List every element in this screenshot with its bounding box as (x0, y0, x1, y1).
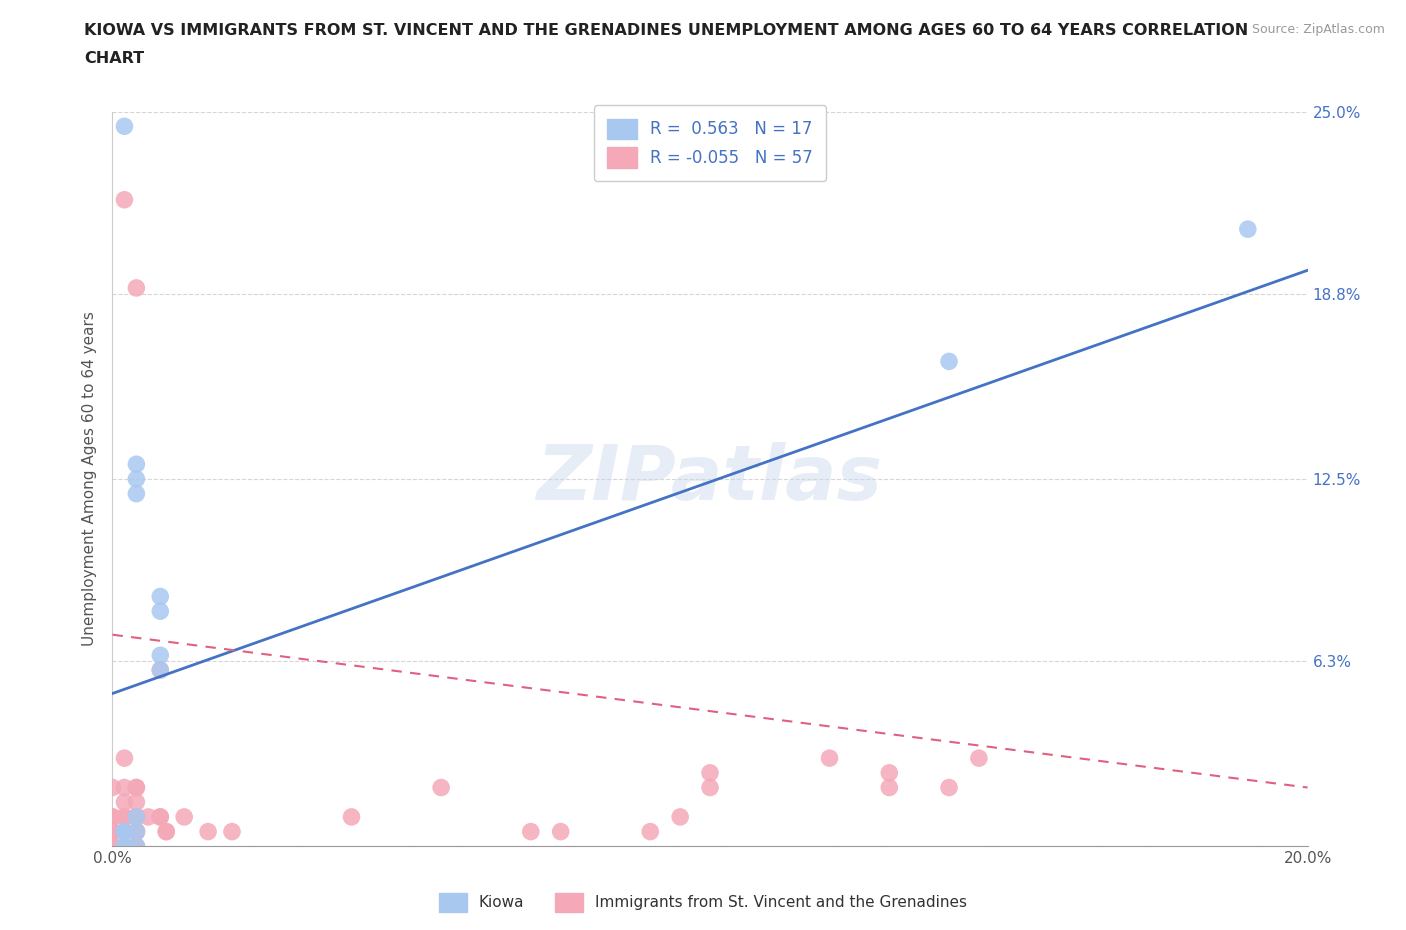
Point (125, 780, 148, 795)
Point (149, 809, 172, 824)
Point (699, 780, 721, 795)
Point (520, 824, 543, 839)
Point (149, 589, 172, 604)
Point (125, 824, 148, 839)
Point (114, 839, 135, 854)
Point (149, 662, 172, 677)
Point (221, 824, 243, 839)
Point (155, 824, 177, 839)
Point (114, 839, 135, 854)
Point (967, 751, 990, 765)
Y-axis label: Unemployment Among Ages 60 to 64 years: Unemployment Among Ages 60 to 64 years (82, 312, 97, 646)
Point (125, 795, 148, 810)
Point (114, 119, 135, 134)
Point (114, 824, 135, 839)
Point (125, 839, 148, 854)
Point (149, 809, 172, 824)
Point (699, 765, 721, 780)
Point (125, 824, 148, 839)
Point (640, 824, 662, 839)
Legend: Kiowa, Immigrants from St. Vincent and the Grenadines: Kiowa, Immigrants from St. Vincent and t… (433, 887, 973, 918)
Text: CHART: CHART (84, 51, 145, 66)
Point (114, 795, 135, 810)
Point (818, 751, 841, 765)
Point (114, 824, 135, 839)
Point (114, 839, 135, 854)
Point (879, 780, 901, 795)
Point (125, 824, 148, 839)
Text: KIOWA VS IMMIGRANTS FROM ST. VINCENT AND THE GRENADINES UNEMPLOYMENT AMONG AGES : KIOWA VS IMMIGRANTS FROM ST. VINCENT AND… (84, 23, 1249, 38)
Point (430, 780, 453, 795)
Point (114, 751, 135, 765)
Point (101, 824, 124, 839)
Point (125, 824, 148, 839)
Point (125, 281, 148, 296)
Point (125, 839, 148, 854)
Point (114, 809, 135, 824)
Point (938, 780, 960, 795)
Point (114, 824, 135, 839)
Point (550, 824, 572, 839)
Point (114, 809, 135, 824)
Point (114, 839, 135, 854)
Point (101, 839, 124, 854)
Point (149, 662, 172, 677)
Point (155, 824, 177, 839)
Point (125, 809, 148, 824)
Point (125, 486, 148, 501)
Point (125, 780, 148, 795)
Point (101, 839, 124, 854)
Point (197, 824, 219, 839)
Point (114, 824, 135, 839)
Point (340, 809, 363, 824)
Text: Source: ZipAtlas.com: Source: ZipAtlas.com (1251, 23, 1385, 36)
Point (125, 809, 148, 824)
Point (114, 839, 135, 854)
Point (938, 354, 960, 369)
Point (173, 809, 195, 824)
Point (114, 824, 135, 839)
Point (149, 604, 172, 618)
Point (114, 780, 135, 795)
Point (669, 809, 692, 824)
Text: ZIPatlas: ZIPatlas (537, 442, 883, 516)
Point (101, 839, 124, 854)
Point (138, 809, 160, 824)
Point (125, 809, 148, 824)
Point (125, 839, 148, 854)
Point (125, 824, 148, 839)
Point (101, 824, 124, 839)
Point (101, 824, 124, 839)
Point (879, 765, 901, 780)
Point (125, 472, 148, 486)
Legend: R =  0.563   N = 17, R = -0.055   N = 57: R = 0.563 N = 17, R = -0.055 N = 57 (593, 105, 827, 181)
Point (149, 648, 172, 663)
Point (101, 780, 124, 795)
Point (114, 193, 135, 207)
Point (125, 457, 148, 472)
Point (101, 809, 124, 824)
Point (1237, 221, 1260, 236)
Point (125, 809, 148, 824)
Point (101, 809, 124, 824)
Point (101, 839, 124, 854)
